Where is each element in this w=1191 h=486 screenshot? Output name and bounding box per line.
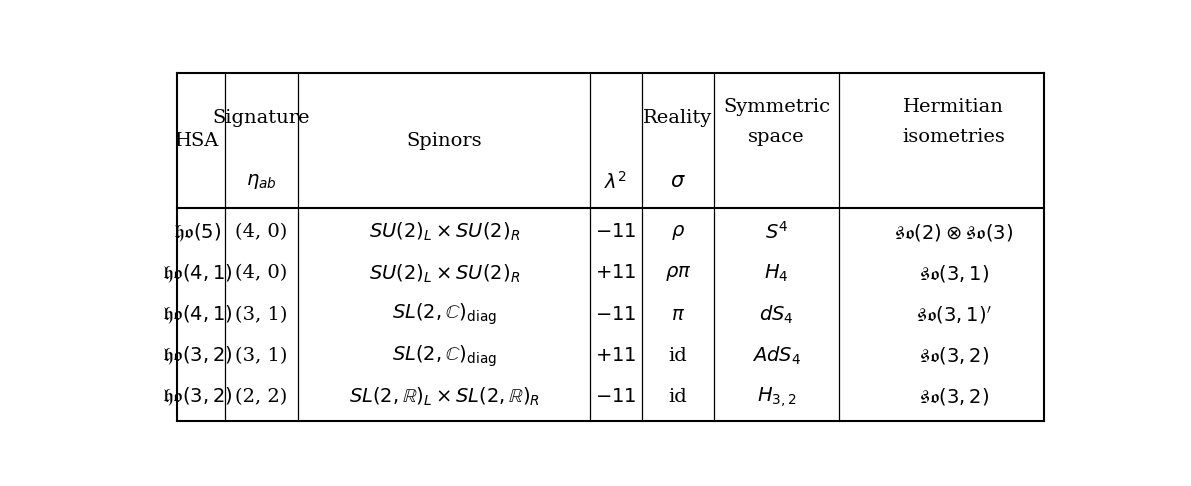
Text: $\mathfrak{ho}(4,1)$: $\mathfrak{ho}(4,1)$ — [162, 262, 232, 285]
Text: $SU(2)_L \times SU(2)_R$: $SU(2)_L \times SU(2)_R$ — [369, 262, 519, 285]
Text: space: space — [748, 128, 805, 146]
Text: $SU(2)_L \times SU(2)_R$: $SU(2)_L \times SU(2)_R$ — [369, 221, 519, 243]
Text: $\mathfrak{ho}(5)$: $\mathfrak{ho}(5)$ — [173, 221, 220, 243]
Text: $dS_4$: $dS_4$ — [759, 304, 794, 326]
Text: $H_{3,2}$: $H_{3,2}$ — [756, 385, 797, 409]
Text: $\mathfrak{so}(3,1)$: $\mathfrak{so}(3,1)$ — [918, 263, 989, 284]
Text: $+11$: $+11$ — [596, 264, 637, 282]
Text: Spinors: Spinors — [406, 132, 482, 150]
Text: (2, 2): (2, 2) — [236, 388, 287, 406]
Text: Signature: Signature — [213, 109, 310, 127]
Text: $\mathfrak{ho}(4,1)$: $\mathfrak{ho}(4,1)$ — [162, 303, 232, 326]
Text: $S^4$: $S^4$ — [765, 222, 788, 243]
Text: $\mathfrak{so}(3,2)$: $\mathfrak{so}(3,2)$ — [918, 386, 989, 407]
Text: id: id — [668, 388, 687, 406]
Text: Reality: Reality — [643, 109, 712, 127]
Text: isometries: isometries — [903, 128, 1005, 146]
Text: $\rho\pi$: $\rho\pi$ — [665, 264, 691, 283]
Text: $\sigma$: $\sigma$ — [669, 173, 686, 191]
Text: $SL(2,\mathbb{R})_L \times SL(2,\mathbb{R})_R$: $SL(2,\mathbb{R})_L \times SL(2,\mathbb{… — [349, 386, 540, 408]
Text: HSA: HSA — [175, 132, 219, 150]
Text: $-11$: $-11$ — [596, 306, 637, 324]
Text: $\mathfrak{so}(2)\otimes\mathfrak{so}(3)$: $\mathfrak{so}(2)\otimes\mathfrak{so}(3)… — [894, 222, 1014, 243]
Text: $\mathfrak{so}(3,2)$: $\mathfrak{so}(3,2)$ — [918, 346, 989, 366]
Text: Hermitian: Hermitian — [903, 98, 1004, 116]
Text: $\rho$: $\rho$ — [671, 223, 685, 242]
Text: (4, 0): (4, 0) — [236, 224, 287, 242]
Text: id: id — [668, 347, 687, 365]
Text: $SL(2,\mathbb{C})_{\rm diag}$: $SL(2,\mathbb{C})_{\rm diag}$ — [392, 343, 497, 368]
Text: $\pi$: $\pi$ — [671, 305, 685, 324]
Text: $AdS_4$: $AdS_4$ — [752, 345, 802, 367]
Text: $-11$: $-11$ — [596, 388, 637, 406]
Text: $\lambda^2$: $\lambda^2$ — [604, 171, 628, 193]
Text: $+11$: $+11$ — [596, 347, 637, 365]
Text: $\mathfrak{ho}(3,2)$: $\mathfrak{ho}(3,2)$ — [162, 386, 232, 408]
Text: $-11$: $-11$ — [596, 224, 637, 242]
Text: Symmetric: Symmetric — [723, 98, 830, 116]
Text: (4, 0): (4, 0) — [236, 264, 287, 282]
Text: $\eta_{ab}$: $\eta_{ab}$ — [247, 173, 276, 191]
Text: (3, 1): (3, 1) — [236, 347, 288, 365]
Text: (3, 1): (3, 1) — [236, 306, 288, 324]
Text: $\mathfrak{so}(3,1)'$: $\mathfrak{so}(3,1)'$ — [916, 304, 992, 326]
Text: $SL(2,\mathbb{C})_{\rm diag}$: $SL(2,\mathbb{C})_{\rm diag}$ — [392, 302, 497, 328]
Text: $H_4$: $H_4$ — [765, 263, 788, 284]
Text: $\mathfrak{ho}(3,2)$: $\mathfrak{ho}(3,2)$ — [162, 345, 232, 367]
